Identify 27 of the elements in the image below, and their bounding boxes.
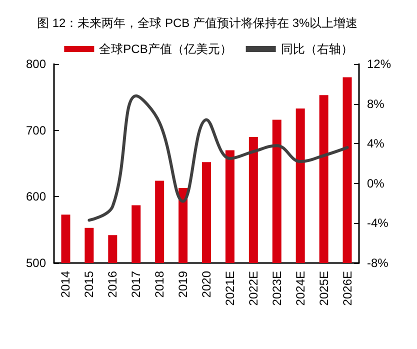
legend-label: 全球PCB产值（亿美元） [99, 42, 232, 56]
x-tick-label: 2022E [246, 271, 260, 306]
y2-tick-label: -4% [367, 216, 389, 230]
legend-label: 同比（右轴） [280, 42, 353, 56]
x-tick-label: 2017 [129, 270, 144, 298]
y-tick-label: 800 [26, 57, 46, 71]
chart-title: 图 12：未来两年，全球 PCB 产值预计将保持在 3%以上增速 [37, 16, 358, 30]
y2-tick-label: 4% [367, 136, 385, 151]
x-tick-label: 2025E [316, 271, 331, 306]
x-tick-label: 2018 [152, 270, 167, 298]
x-tick-label: 2016 [106, 270, 120, 298]
x-tick-label: 2014 [58, 270, 73, 298]
y-tick-label: 500 [26, 256, 46, 270]
y2-tick-label: 0% [367, 176, 385, 190]
x-tick-label: 2024E [293, 271, 308, 306]
y2-tick-label: 8% [367, 96, 385, 111]
y-tick-label: 600 [26, 190, 46, 204]
x-tick-label: 2019 [176, 270, 190, 298]
line-series [88, 94, 349, 222]
y-tick-label: 700 [26, 123, 46, 138]
x-tick-label: 2020 [200, 270, 214, 298]
x-tick-label: 2015 [82, 270, 96, 298]
x-tick-label: 2026E [340, 271, 354, 306]
y2-tick-label: -8% [367, 256, 389, 270]
y2-tick-label: 12% [367, 57, 392, 71]
x-tick-label: 2021E [222, 271, 237, 306]
x-tick-label: 2023E [270, 271, 284, 306]
